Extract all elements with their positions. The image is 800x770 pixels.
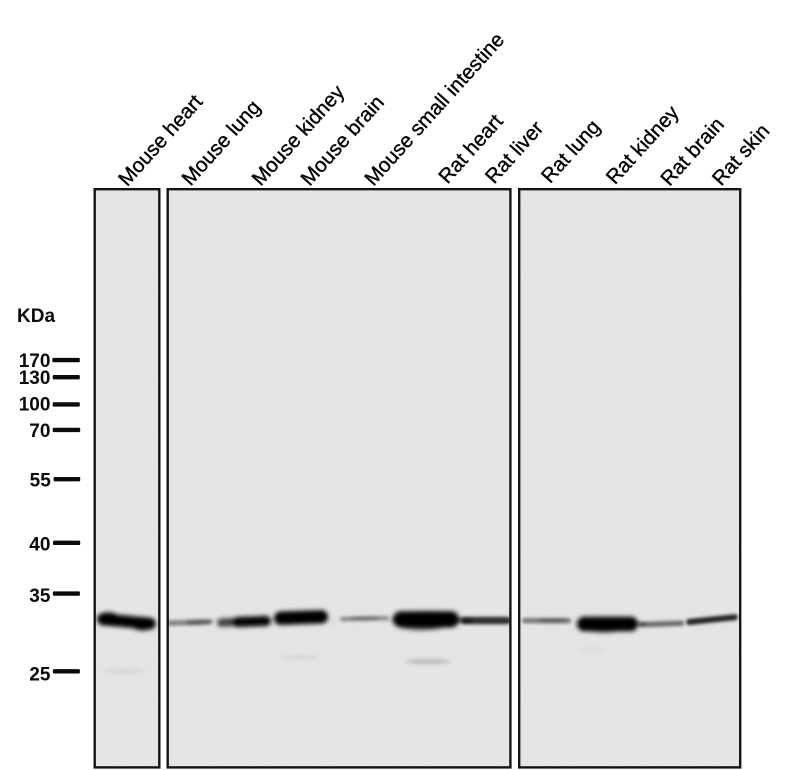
svg-text:70: 70	[29, 421, 50, 442]
svg-text:100: 100	[19, 394, 51, 415]
svg-text:170: 170	[19, 351, 51, 372]
svg-text:25: 25	[29, 665, 51, 686]
svg-text:130: 130	[19, 368, 51, 389]
svg-text:KDa: KDa	[17, 306, 55, 327]
svg-text:40: 40	[29, 534, 50, 555]
svg-text:35: 35	[29, 586, 51, 607]
svg-text:Rat lung: Rat lung	[537, 116, 605, 188]
svg-text:55: 55	[30, 471, 52, 492]
